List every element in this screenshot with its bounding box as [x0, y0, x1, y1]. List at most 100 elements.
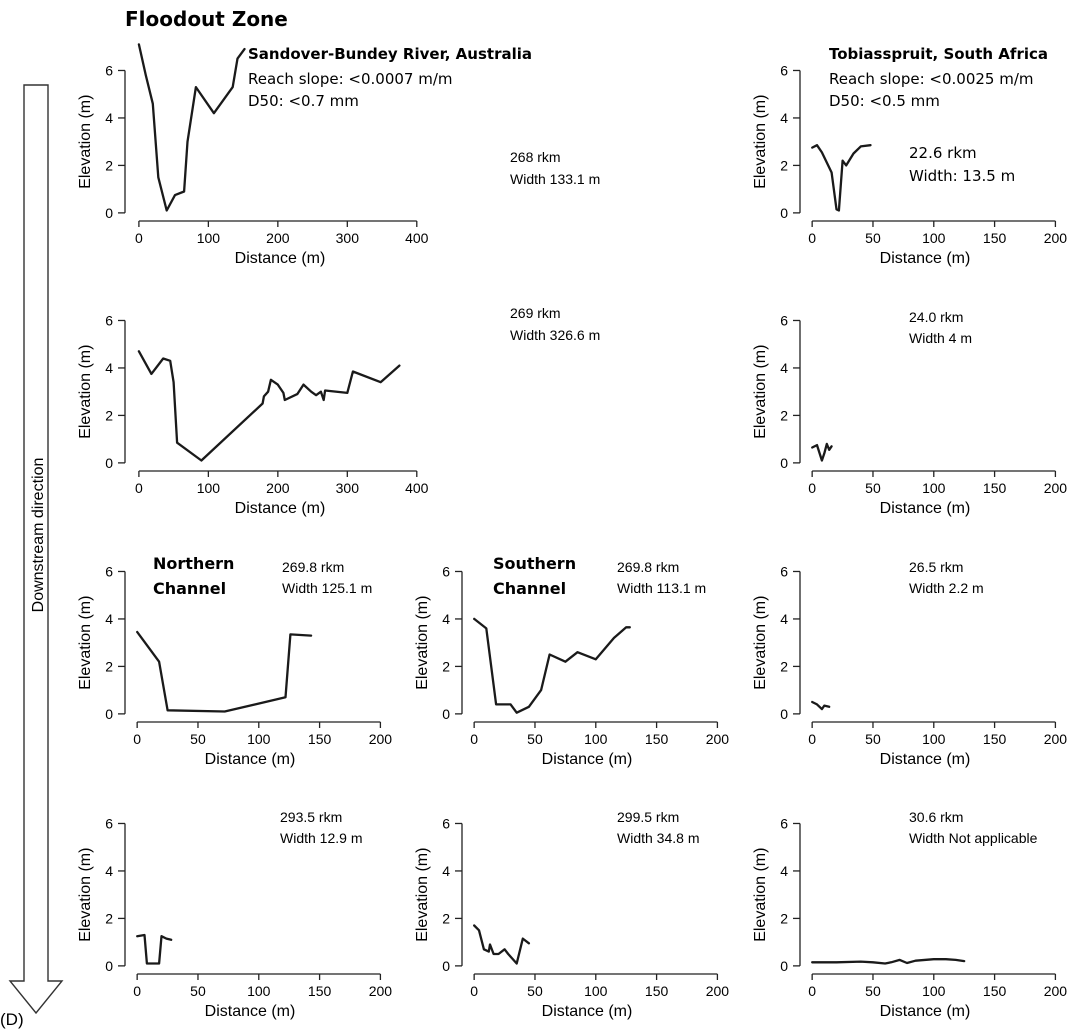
reach-slope: Reach slope: <0.0025 m/m — [829, 70, 1034, 88]
cross-section-panel: 0 50 100 150 200 0 2 4 6 Distance (m) Elevation (m… — [77, 809, 392, 1020]
y-tick-label: 4 — [780, 863, 788, 879]
y-tick-label: 0 — [442, 958, 450, 974]
x-tick-label: 100 — [922, 731, 946, 747]
elevation-profile-line — [811, 700, 831, 711]
x-tick-label: 200 — [369, 983, 393, 999]
y-tick-label: 0 — [105, 706, 113, 722]
cross-section-panel: 0 50 100 150 200 0 2 4 6 Distance (m) Elevation (m… — [77, 554, 392, 768]
x-tick-label: 150 — [983, 983, 1007, 999]
x-tick-label: 150 — [983, 230, 1007, 246]
x-axis-title: Distance (m) — [542, 1003, 633, 1020]
y-tick-label: 2 — [105, 407, 113, 423]
y-tick-label: 0 — [105, 455, 113, 471]
x-tick-label: 200 — [266, 480, 290, 496]
y-axis-title: Elevation (m) — [752, 95, 769, 189]
panel-label: (D) — [0, 1010, 24, 1029]
cross-section-panel: 0 50 100 150 200 0 2 4 6 Distance (m) Elevation (m… — [752, 62, 1067, 267]
x-tick-label: 300 — [336, 230, 360, 246]
x-tick-label: 50 — [865, 480, 881, 496]
y-tick-label: 6 — [105, 62, 113, 78]
x-tick-label: 100 — [584, 983, 608, 999]
width-label: Width 12.9 m — [280, 830, 362, 846]
x-tick-label: 200 — [706, 983, 730, 999]
rkm-label: 269.8 rkm — [617, 559, 679, 575]
y-tick-label: 2 — [105, 658, 113, 674]
elevation-profile-line — [811, 958, 966, 965]
y-tick-label: 2 — [105, 157, 113, 173]
rkm-label: 268 rkm — [510, 149, 561, 165]
site-name: Sandover-Bundey River, Australia — [248, 45, 532, 63]
rkm-label: 299.5 rkm — [617, 809, 679, 825]
x-tick-label: 100 — [247, 731, 271, 747]
x-tick-label: 50 — [527, 983, 543, 999]
x-tick-label: 150 — [983, 731, 1007, 747]
y-tick-label: 0 — [105, 205, 113, 221]
rkm-label: 22.6 rkm — [909, 144, 977, 162]
rkm-label: 30.6 rkm — [909, 809, 963, 825]
y-tick-label: 0 — [105, 958, 113, 974]
x-tick-label: 400 — [405, 230, 429, 246]
x-tick-label: 300 — [336, 480, 360, 496]
channel-label: Southern — [493, 554, 576, 573]
site-info-sandover: Sandover-Bundey River, Australia Reach s… — [248, 45, 532, 110]
x-tick-label: 150 — [645, 983, 669, 999]
y-tick-label: 4 — [105, 110, 113, 126]
elevation-profile-line — [811, 442, 833, 462]
y-tick-label: 4 — [105, 863, 113, 879]
rkm-label: 269 rkm — [510, 305, 561, 321]
x-tick-label: 200 — [1044, 983, 1068, 999]
cross-section-panel: 0 50 100 150 200 0 2 4 6 Distance (m) Elevation (m… — [752, 559, 1067, 768]
y-axis-title: Elevation (m) — [752, 848, 769, 942]
x-axis-title: Distance (m) — [235, 250, 326, 267]
x-tick-label: 400 — [405, 480, 429, 496]
y-tick-label: 4 — [780, 611, 788, 627]
x-tick-label: 200 — [369, 731, 393, 747]
y-axis-title: Elevation (m) — [414, 848, 431, 942]
x-tick-label: 0 — [808, 983, 816, 999]
y-tick-label: 4 — [780, 110, 788, 126]
x-tick-label: 0 — [808, 731, 816, 747]
y-axis-title: Elevation (m) — [752, 345, 769, 439]
x-tick-label: 100 — [247, 983, 271, 999]
downstream-arrow — [8, 84, 64, 1015]
rkm-label: 293.5 rkm — [280, 809, 342, 825]
x-tick-label: 200 — [1044, 230, 1068, 246]
x-tick-label: 150 — [308, 983, 332, 999]
y-tick-label: 6 — [780, 62, 788, 78]
x-tick-label: 100 — [922, 480, 946, 496]
x-tick-label: 150 — [645, 731, 669, 747]
cross-section-panel: 0 100 200 300 400 0 2 4 6 Distance (m) Elevation (… — [77, 305, 600, 517]
cross-section-panel: 0 50 100 150 200 0 2 4 6 Distance (m) Elevation (m… — [752, 309, 1067, 517]
x-tick-label: 50 — [865, 731, 881, 747]
y-tick-label: 6 — [780, 312, 788, 328]
x-tick-label: 150 — [308, 731, 332, 747]
y-tick-label: 6 — [780, 815, 788, 831]
y-axis-title: Elevation (m) — [77, 848, 94, 942]
y-tick-label: 2 — [105, 910, 113, 926]
y-tick-label: 2 — [780, 157, 788, 173]
rkm-label: 26.5 rkm — [909, 559, 963, 575]
elevation-profile-line — [811, 144, 872, 212]
x-axis-title: Distance (m) — [205, 1003, 296, 1020]
rkm-label: 24.0 rkm — [909, 309, 963, 325]
y-tick-label: 6 — [105, 312, 113, 328]
y-tick-label: 6 — [442, 563, 450, 579]
y-tick-label: 4 — [780, 360, 788, 376]
y-tick-label: 0 — [780, 706, 788, 722]
elevation-profile-line — [473, 924, 531, 965]
cross-section-panel: 0 100 200 300 400 0 2 4 6 Distance (m) Elevation (… — [77, 43, 600, 267]
y-tick-label: 2 — [442, 658, 450, 674]
channel-label: Channel — [493, 579, 566, 598]
x-axis-title: Distance (m) — [880, 500, 971, 517]
x-axis-title: Distance (m) — [235, 500, 326, 517]
site-name: Tobiasspruit, South Africa — [829, 45, 1048, 63]
y-tick-label: 6 — [105, 815, 113, 831]
width-label: Width 133.1 m — [510, 171, 600, 187]
channel-label: Northern — [153, 554, 234, 573]
rkm-label: 269.8 rkm — [282, 559, 344, 575]
y-tick-label: 4 — [442, 611, 450, 627]
y-axis-title: Elevation (m) — [77, 345, 94, 439]
x-axis-title: Distance (m) — [205, 751, 296, 768]
x-tick-label: 200 — [266, 230, 290, 246]
width-label: Width 125.1 m — [282, 580, 372, 596]
